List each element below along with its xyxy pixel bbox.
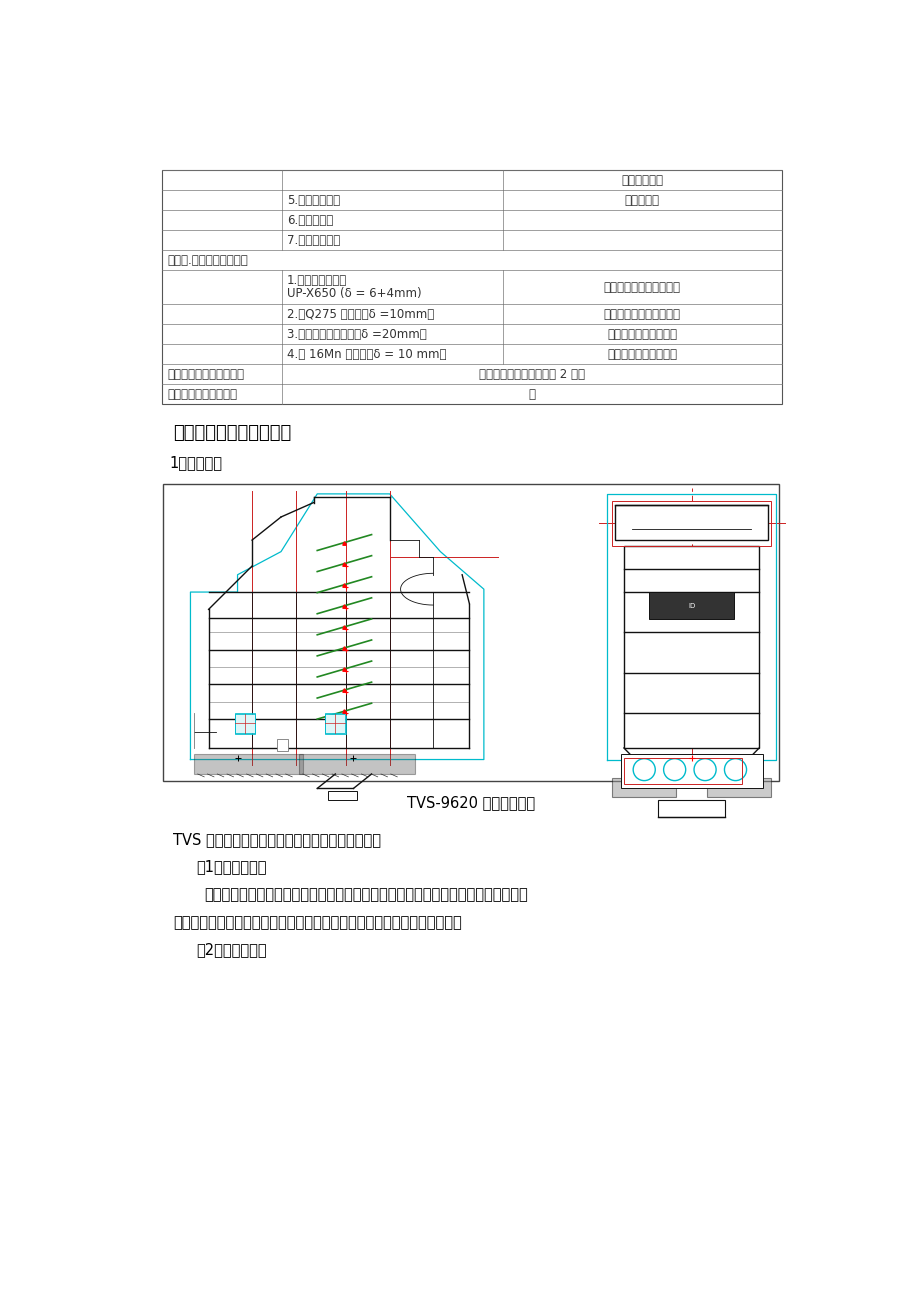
Bar: [163, 484, 778, 781]
Text: 3.　非金属耐磨内衬（δ =20mm）: 3. 非金属耐磨内衬（δ =20mm）: [287, 328, 426, 341]
Text: 导流板（三）: 导流板（三）: [620, 173, 663, 186]
Text: 4.　 16Mn 鑔板　（δ = 10 mm）: 4. 16Mn 鑔板 （δ = 10 mm）: [287, 348, 446, 361]
Bar: [706, 779, 770, 797]
Text: 端与选粉机壳体法兰联接，另一端通自然空气或与工艺其它管道法兰联接。: 端与选粉机壳体法兰联接，另一端通自然空气或与工艺其它管道法兰联接。: [173, 915, 461, 930]
Bar: [623, 546, 758, 747]
Bar: [162, 171, 780, 404]
Text: 1、构造特点: 1、构造特点: [169, 456, 222, 470]
Text: 无: 无: [528, 388, 535, 401]
Bar: [328, 792, 357, 799]
Text: TVS 选粉机由以下主要部件组成（见上图所示）：: TVS 选粉机由以下主要部件组成（见上图所示）：: [173, 832, 380, 846]
Bar: [325, 713, 345, 733]
Text: 6.　调风装置: 6. 调风装置: [287, 214, 333, 227]
Bar: [611, 501, 770, 546]
Text: TVS-9620 型静态选粉机: TVS-9620 型静态选粉机: [407, 794, 535, 810]
Text: UP-X650 (δ = 6+4mm): UP-X650 (δ = 6+4mm): [287, 288, 421, 301]
Bar: [615, 505, 766, 540]
Text: ）1）、进风弯管: ）1）、进风弯管: [196, 859, 267, 875]
Bar: [611, 779, 675, 797]
Bar: [649, 592, 733, 620]
Text: 应用部件：导流板、衬板: 应用部件：导流板、衬板: [603, 281, 680, 294]
Bar: [234, 713, 255, 733]
Text: 复合耐磨鑔板的运用屈命 2 年。: 复合耐磨鑔板的运用屈命 2 年。: [478, 367, 584, 380]
Text: （四）、易损件的保证値: （四）、易损件的保证値: [166, 367, 244, 380]
Text: 7.　选粉机衬板: 7. 选粉机衬板: [287, 233, 340, 246]
Bar: [234, 713, 255, 733]
Text: 应用部位：气体分布板: 应用部位：气体分布板: [607, 348, 676, 361]
Bar: [623, 758, 742, 784]
Text: 5.　气体分布板: 5. 气体分布板: [287, 194, 340, 207]
Text: 应用部位：出风口内衬: 应用部位：出风口内衬: [607, 328, 676, 341]
Bar: [278, 740, 288, 751]
Text: ID: ID: [687, 604, 695, 609]
Bar: [194, 754, 302, 773]
Text: 包括：盲板: 包括：盲板: [624, 194, 659, 207]
Text: 应用部件：导流板、衬板: 应用部件：导流板、衬板: [603, 307, 680, 320]
Text: （五）、随机备件清单: （五）、随机备件清单: [166, 388, 237, 401]
Bar: [657, 799, 724, 818]
Text: 1.　复合耐磨钔板: 1. 复合耐磨钔板: [287, 273, 347, 286]
Bar: [620, 754, 762, 789]
Text: 三、构造特点与工作原理: 三、构造特点与工作原理: [173, 424, 291, 443]
Bar: [324, 713, 346, 733]
Bar: [299, 754, 414, 773]
Text: 2.　Q275 钔板　（δ =10mm）: 2. Q275 钔板 （δ =10mm）: [287, 307, 434, 320]
Text: （三）.　选粉机耐磨材料: （三）. 选粉机耐磨材料: [166, 254, 247, 267]
Text: 出风管是由一般鑄板焊接而成的部件，外表焊接筋板加固，并做防锈处理，该部件一: 出风管是由一般鑄板焊接而成的部件，外表焊接筋板加固，并做防锈处理，该部件一: [204, 887, 528, 902]
Text: ）2）、出风直管: ）2）、出风直管: [196, 943, 267, 957]
